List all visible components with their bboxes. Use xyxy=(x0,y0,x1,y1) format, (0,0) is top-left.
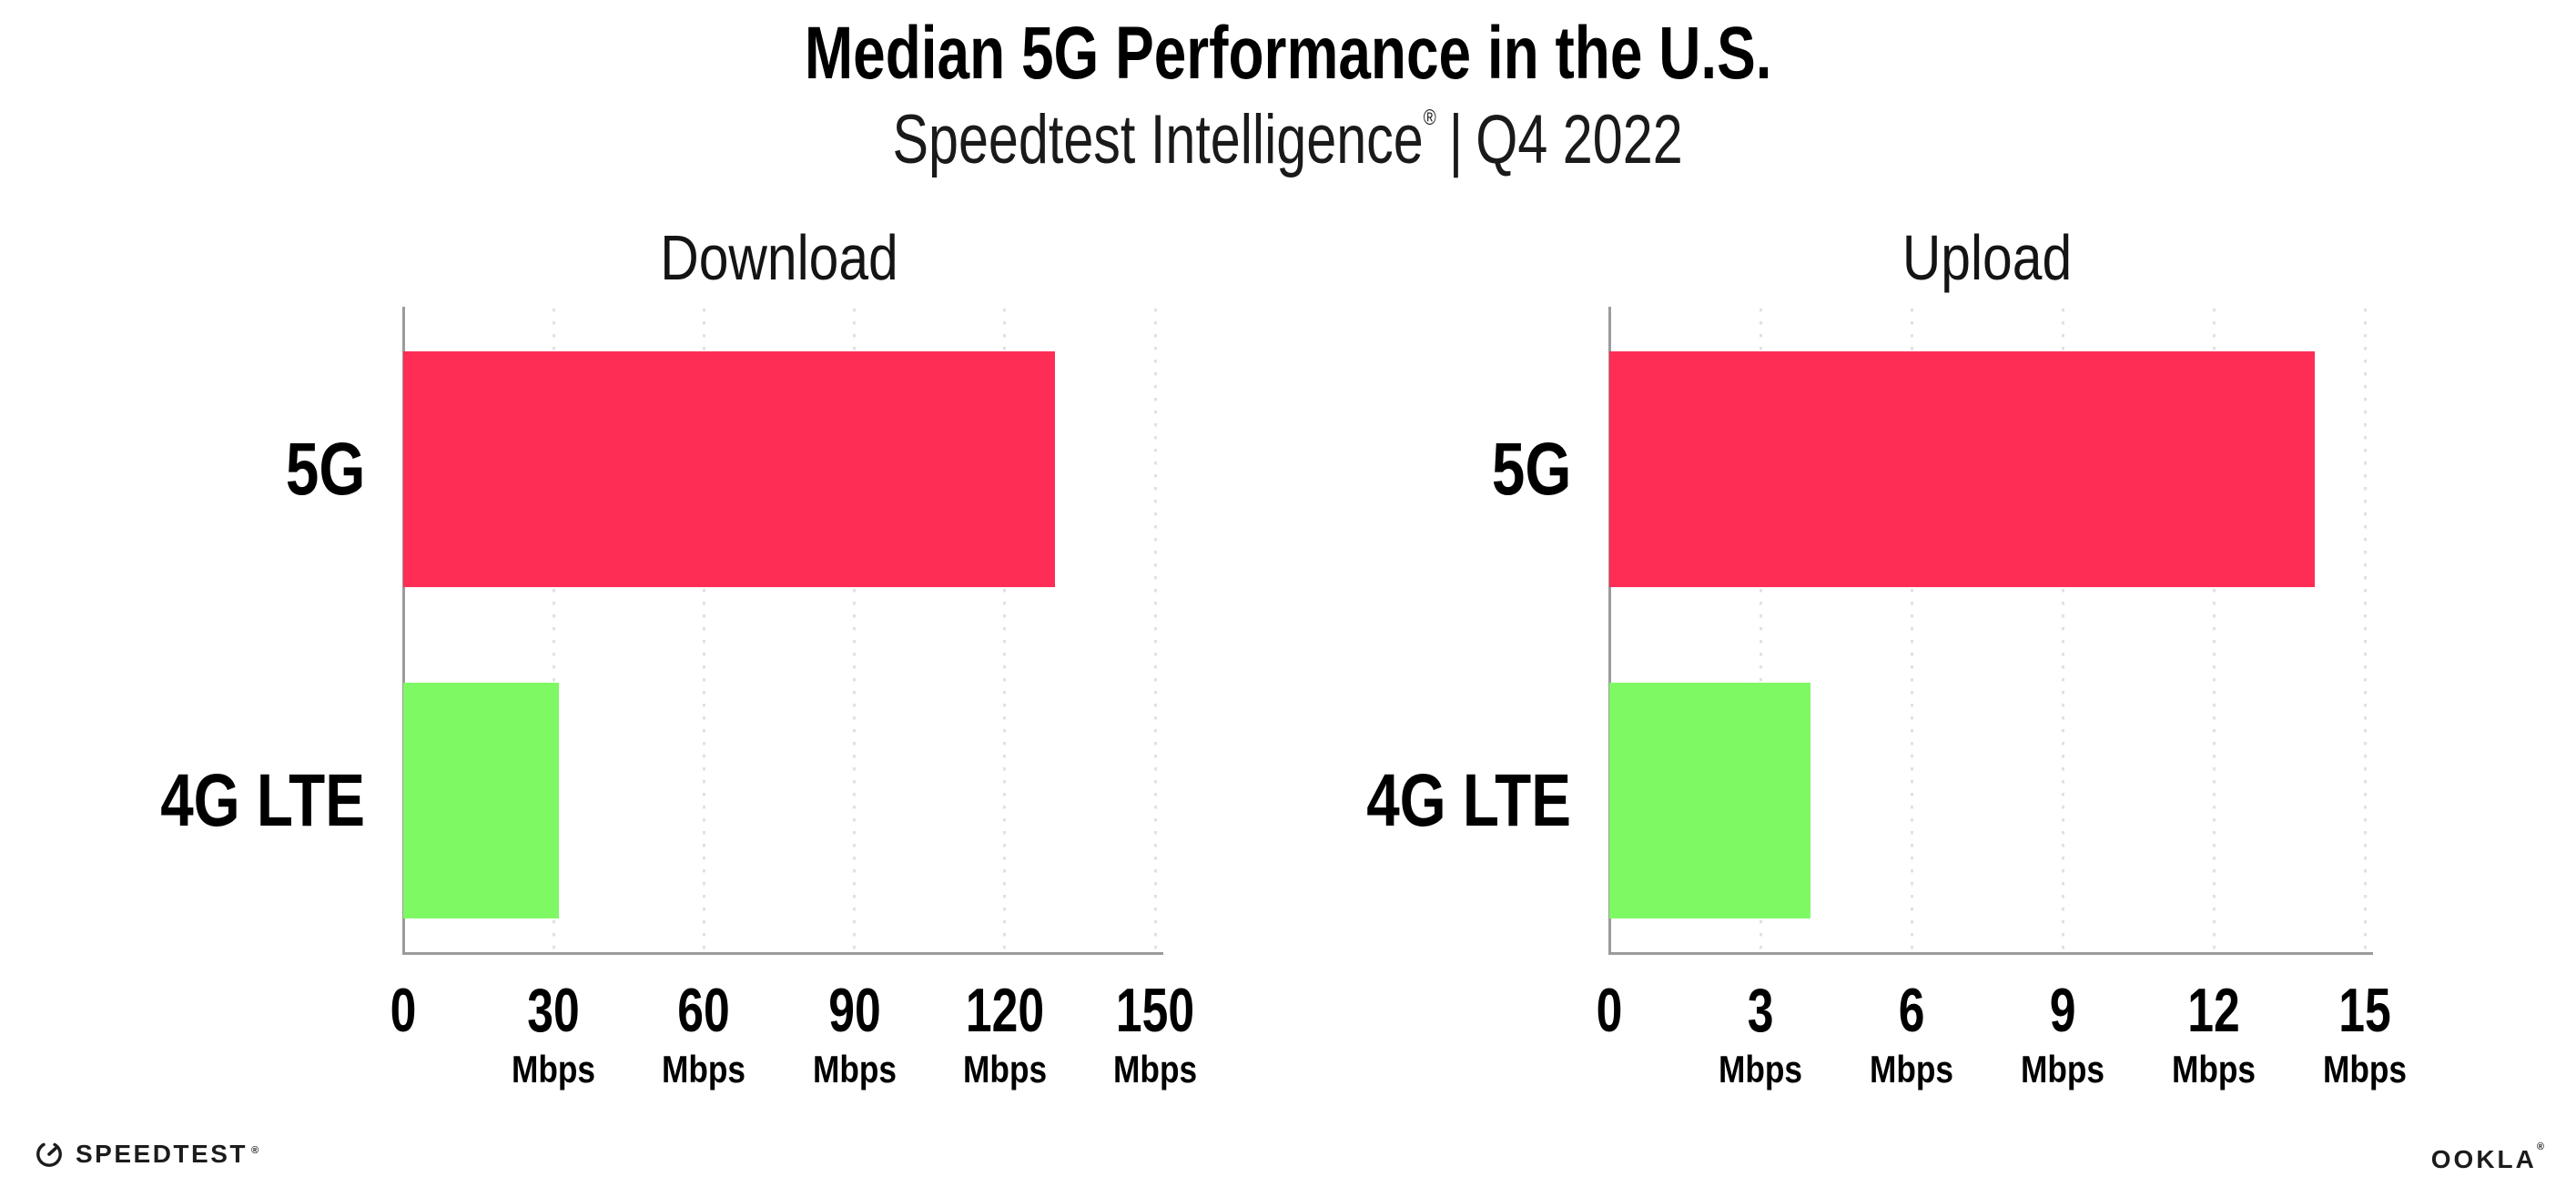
chart-subtitle: Speedtest Intelligence® | Q4 2022 xyxy=(0,100,2576,179)
ookla-registered-mark: ® xyxy=(2536,1141,2547,1152)
upload-panel-title: Upload xyxy=(1902,222,2073,293)
download-bar-4g-lte xyxy=(403,683,559,918)
tick-value: 15 xyxy=(2338,976,2391,1045)
upload-y-axis-line xyxy=(1607,307,1611,954)
tick-value: 30 xyxy=(527,976,580,1045)
chart-subtitle-text: Speedtest Intelligence® | Q4 2022 xyxy=(893,100,1683,179)
upload-gridline-6 xyxy=(1910,309,1913,951)
upload-x-tick-6: 6 Mbps xyxy=(1861,979,1962,1089)
page-title-text: Median 5G Performance in the U.S. xyxy=(804,12,1772,95)
download-panel-title: Download xyxy=(660,222,898,293)
download-x-tick-90: 90 Mbps xyxy=(805,979,905,1089)
tick-value: 3 xyxy=(1747,976,1774,1045)
tick-value: 9 xyxy=(2049,976,2076,1045)
upload-bar-5g xyxy=(1609,351,2315,587)
download-gridline-30 xyxy=(552,309,555,951)
tick-value: 120 xyxy=(965,976,1044,1045)
registered-trademark-mark: ® xyxy=(1424,106,1437,130)
upload-x-axis-line xyxy=(1607,951,2373,955)
subtitle-period: Q4 2022 xyxy=(1476,101,1684,178)
download-x-axis-line xyxy=(401,951,1163,955)
speedtest-registered-mark: ® xyxy=(250,1145,259,1156)
ookla-wordmark: OOKLA xyxy=(2430,1145,2537,1173)
page-title: Median 5G Performance in the U.S. xyxy=(0,11,2576,96)
download-x-tick-60: 60 Mbps xyxy=(654,979,755,1089)
tick-unit-label: Mbps xyxy=(1112,1048,1198,1090)
upload-x-tick-3: 3 Mbps xyxy=(1710,979,1810,1089)
download-x-tick-30: 30 Mbps xyxy=(503,979,603,1089)
tick-value: 60 xyxy=(677,976,731,1045)
download-y-axis-line xyxy=(401,307,405,954)
download-bar-5g xyxy=(403,351,1055,587)
download-gridline-150 xyxy=(1153,309,1157,951)
tick-value: 0 xyxy=(1596,976,1623,1045)
subtitle-brand: Speedtest Intelligence xyxy=(892,101,1425,178)
tick-unit-label: Mbps xyxy=(1869,1048,1954,1090)
tick-unit-label: Mbps xyxy=(962,1048,1047,1090)
tick-unit-label: Mbps xyxy=(2171,1048,2257,1090)
tick-unit-label: Mbps xyxy=(812,1048,897,1090)
upload-gridline-12 xyxy=(2212,309,2216,951)
tick-unit-label: Mbps xyxy=(512,1048,596,1090)
speedtest-gauge-icon xyxy=(36,1141,62,1167)
tick-value: 12 xyxy=(2187,976,2240,1045)
download-x-tick-120: 120 Mbps xyxy=(953,979,1056,1089)
download-x-tick-0: 0 xyxy=(386,979,421,1041)
speedtest-wordmark: SPEEDTEST xyxy=(76,1140,248,1168)
download-x-tick-150: 150 Mbps xyxy=(1103,979,1206,1089)
tick-value: 6 xyxy=(1898,976,1925,1045)
ookla-logo: OOKLA® xyxy=(2430,1141,2547,1174)
tick-unit-label: Mbps xyxy=(2322,1048,2408,1090)
upload-gridline-9 xyxy=(2061,309,2064,951)
upload-x-tick-15: 15 Mbps xyxy=(2315,979,2415,1089)
upload-x-tick-0: 0 xyxy=(1592,979,1627,1041)
upload-x-tick-9: 9 Mbps xyxy=(2013,979,2113,1089)
download-gridline-90 xyxy=(853,309,857,951)
download-category-label-4g-lte: 4G LTE xyxy=(160,758,365,842)
upload-gridline-15 xyxy=(2363,309,2367,951)
download-gridline-120 xyxy=(1003,309,1007,951)
tick-unit-label: Mbps xyxy=(1718,1048,1803,1090)
tick-unit-label: Mbps xyxy=(2020,1048,2105,1090)
upload-category-label-4g-lte: 4G LTE xyxy=(1366,758,1571,842)
subtitle-separator: | xyxy=(1449,101,1464,178)
upload-gridline-3 xyxy=(1759,309,1762,951)
upload-bar-4g-lte xyxy=(1609,683,1811,918)
download-category-label-5g: 5G xyxy=(285,427,365,511)
download-gridline-60 xyxy=(702,309,705,951)
upload-x-tick-12: 12 Mbps xyxy=(2164,979,2264,1089)
tick-value: 90 xyxy=(827,976,881,1045)
tick-unit-label: Mbps xyxy=(662,1048,746,1090)
tick-value: 150 xyxy=(1115,976,1195,1045)
upload-category-label-5g: 5G xyxy=(1491,427,1571,511)
download-plot-area xyxy=(401,307,1163,955)
upload-plot-area xyxy=(1607,307,2373,955)
tick-value: 0 xyxy=(390,976,417,1045)
speedtest-logo: SPEEDTEST ® xyxy=(35,1140,259,1169)
